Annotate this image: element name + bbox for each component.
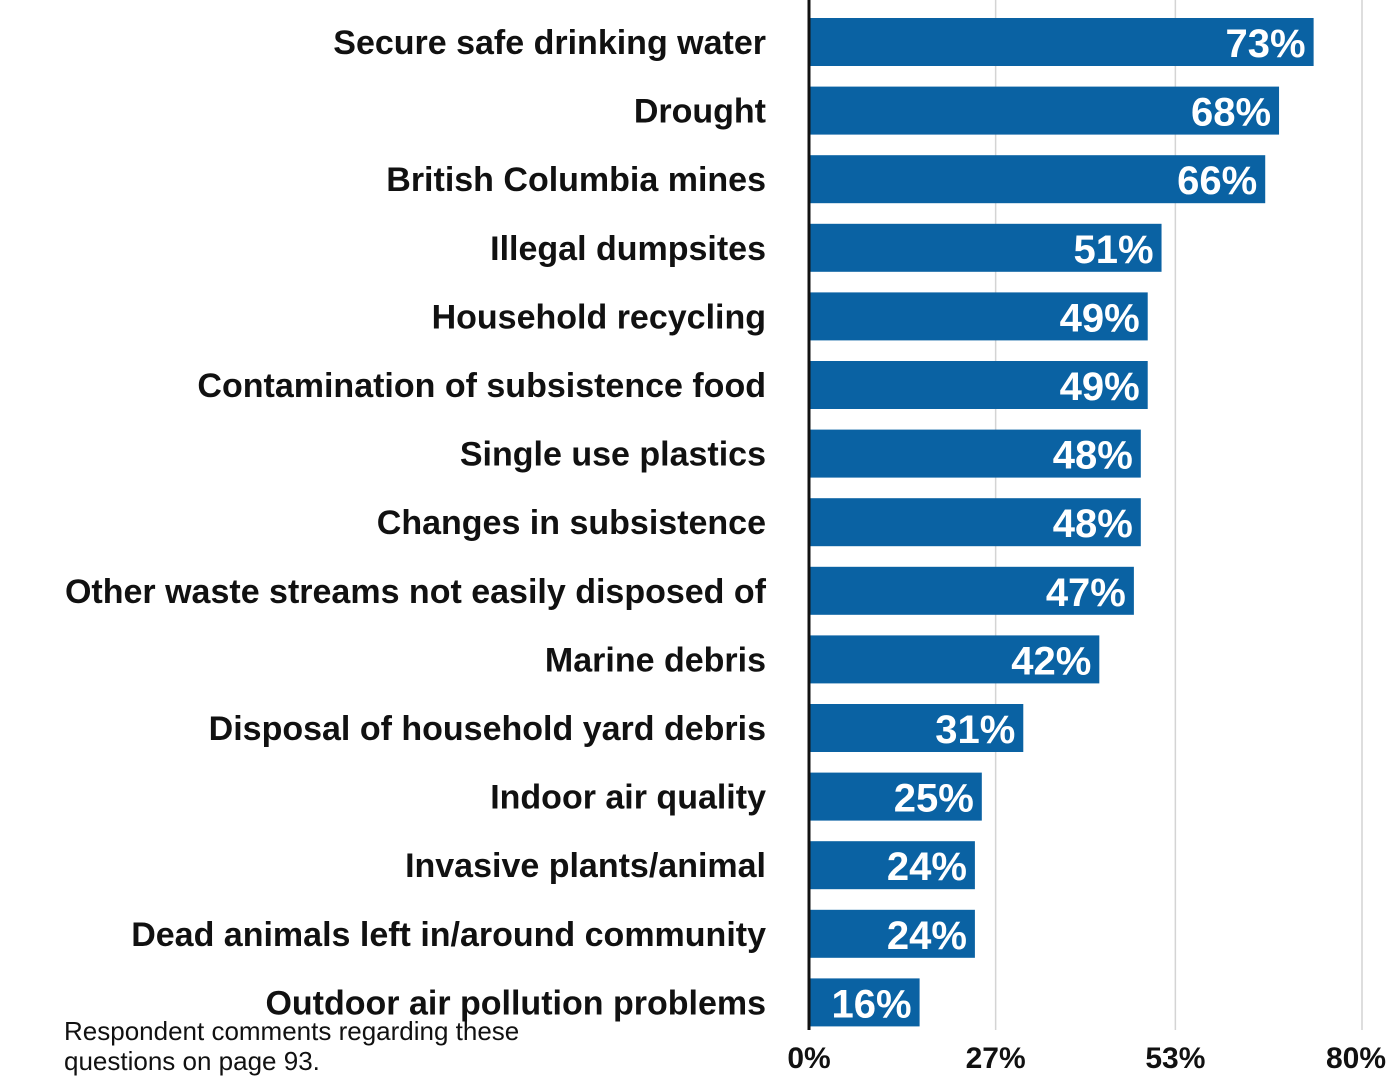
bars [809, 18, 1314, 1027]
bar [809, 86, 1280, 135]
category-label: Household recycling [432, 298, 766, 336]
bar [809, 841, 975, 890]
value-labels: 73% 68% 66% 51% 49% 49% 48% 48% 47% 42% 31% 25% 24% 2… [832, 22, 1306, 1026]
bar [809, 498, 1141, 547]
value-label: 49% [1060, 296, 1140, 340]
value-label: 16% [832, 982, 912, 1026]
value-label: 68% [1191, 91, 1271, 135]
bar [809, 909, 975, 958]
category-label: Other waste streams not easily disposed … [65, 573, 767, 611]
category-label: Single use plastics [460, 436, 766, 474]
x-axis: 0% 27% 53% 80% [787, 0, 1386, 1075]
bar [809, 155, 1266, 204]
category-label: Secure safe drinking water [333, 24, 766, 62]
bar [809, 223, 1162, 272]
category-label: Invasive plants/animal [405, 847, 766, 885]
category-label: Contamination of subsistence food [197, 367, 766, 405]
tick-label: 27% [966, 1042, 1026, 1075]
bar [809, 292, 1148, 341]
value-label: 31% [935, 708, 1015, 752]
category-label: Outdoor air pollution problems [265, 984, 766, 1022]
category-labels: Secure safe drinking water Drought British… [65, 24, 767, 1022]
bar [809, 635, 1100, 684]
category-label: Drought [634, 93, 766, 131]
value-label: 51% [1073, 228, 1153, 272]
value-label: 48% [1053, 502, 1133, 546]
bar [809, 429, 1141, 478]
value-label: 66% [1177, 159, 1257, 203]
category-label: Marine debris [545, 641, 766, 679]
category-label: Disposal of household yard debris [209, 710, 766, 748]
tick-label: 80% [1326, 1042, 1386, 1075]
category-label: Indoor air quality [490, 779, 766, 817]
value-label: 24% [887, 845, 967, 889]
value-label: 47% [1046, 571, 1126, 615]
category-label: Changes in subsistence [377, 504, 766, 542]
bar [809, 18, 1314, 66]
footnote: Respondent comments regarding these ques… [64, 1016, 520, 1076]
value-label: 48% [1053, 434, 1133, 478]
bar [809, 772, 982, 821]
category-label: Illegal dumpsites [490, 230, 766, 268]
category-label: Dead animals left in/around community [131, 916, 766, 954]
value-label: 42% [1011, 639, 1091, 683]
value-label: 73% [1226, 22, 1306, 66]
tick-label: 0% [787, 1042, 830, 1075]
category-label: British Columbia mines [386, 161, 766, 199]
bar [809, 566, 1134, 615]
value-label: 49% [1060, 365, 1140, 409]
bar [809, 704, 1024, 752]
bar [809, 978, 920, 1027]
value-label: 24% [887, 914, 967, 958]
bar [809, 361, 1148, 409]
tick-label: 53% [1145, 1042, 1205, 1075]
value-label: 25% [894, 777, 974, 821]
